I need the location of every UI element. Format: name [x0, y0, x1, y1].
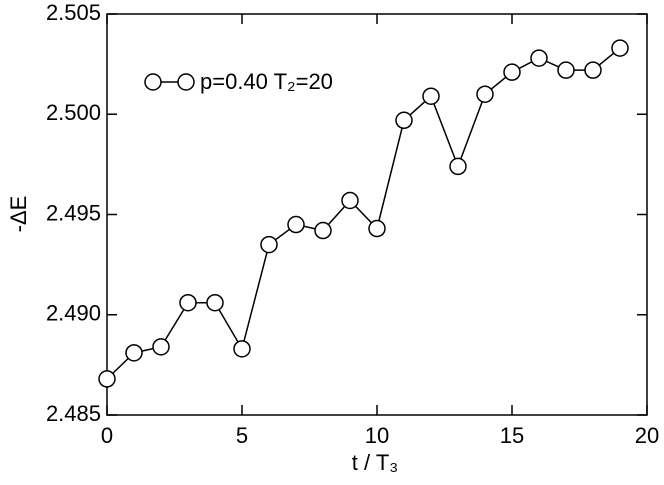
point-marker — [179, 293, 197, 312]
point-marker — [125, 344, 143, 362]
y-tick-label: 2.495 — [46, 200, 101, 225]
point-marker — [287, 215, 305, 234]
point-marker — [449, 157, 467, 176]
point-marker — [314, 221, 332, 240]
y-tick-label: 2.490 — [46, 301, 101, 326]
point-marker — [476, 85, 494, 103]
x-tick-label: 5 — [236, 423, 248, 448]
legend-marker — [144, 73, 162, 91]
y-tick-label: 2.505 — [46, 0, 101, 25]
x-tick-label: 10 — [365, 423, 389, 448]
point-marker — [503, 63, 521, 81]
point-marker — [557, 61, 575, 79]
legend-marker — [177, 73, 195, 91]
y-tick-label: 2.485 — [46, 401, 101, 426]
y-tick-label: 2.500 — [46, 100, 101, 125]
point-marker — [152, 338, 170, 356]
point-marker — [98, 370, 116, 388]
point-marker — [368, 219, 386, 238]
x-tick-label: 15 — [500, 423, 524, 448]
legend-label: p=0.40 T₂=20 — [200, 69, 333, 94]
point-marker — [206, 293, 224, 312]
x-tick-label: 20 — [635, 423, 659, 448]
point-marker — [341, 191, 359, 210]
x-axis-label: t / T₃ — [352, 450, 398, 475]
point-marker — [422, 87, 440, 105]
x-tick-label: 0 — [101, 423, 113, 448]
point-marker — [233, 340, 251, 358]
series-line — [106, 47, 621, 380]
point-marker — [260, 235, 278, 254]
point-marker — [395, 111, 413, 130]
y-axis-label: -ΔE — [6, 196, 31, 233]
point-marker — [584, 61, 602, 79]
point-marker — [611, 39, 629, 57]
point-marker — [530, 49, 548, 67]
